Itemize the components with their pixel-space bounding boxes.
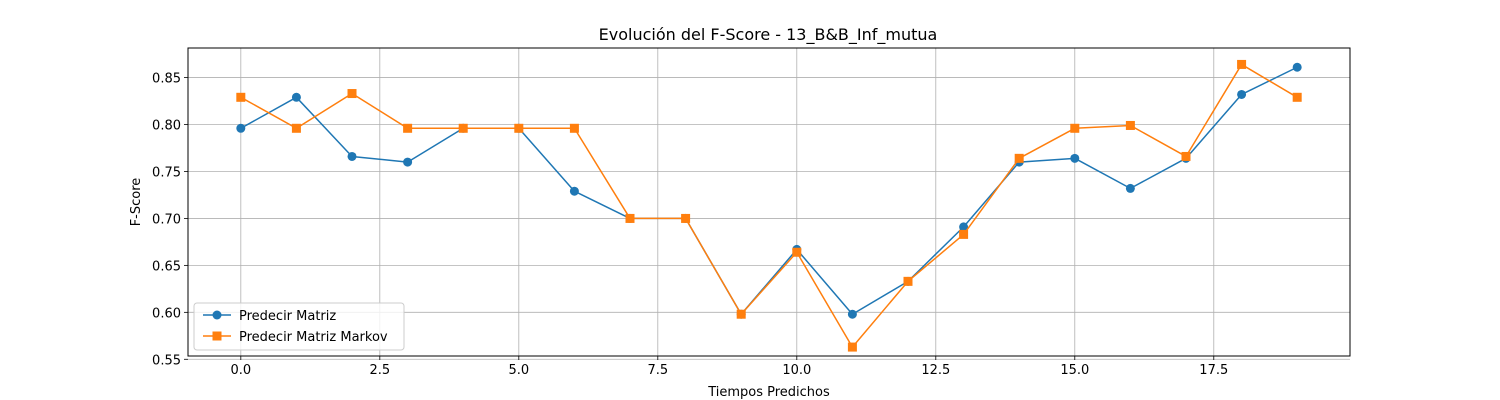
y-tick-label: 0.80 [152, 119, 181, 134]
x-axis-label: Tiempos Predichos [707, 385, 830, 400]
series-layer [236, 59, 1302, 352]
legend-marker-predecir-matriz [212, 310, 222, 320]
data-point-predecir-matriz [236, 123, 246, 133]
data-point-predecir-matriz-markov [1181, 151, 1191, 161]
data-point-predecir-matriz [347, 151, 357, 161]
grid [188, 48, 1350, 360]
data-point-predecir-matriz [847, 309, 857, 319]
data-point-predecir-matriz [959, 222, 969, 232]
x-tick-label: 7.5 [647, 363, 668, 378]
data-point-predecir-matriz-markov [792, 247, 802, 257]
series-predecir-matriz [236, 62, 1302, 319]
data-point-predecir-matriz-markov [625, 213, 635, 223]
data-point-predecir-matriz-markov [514, 123, 524, 133]
data-point-predecir-matriz-markov [903, 276, 913, 286]
chart-title: Evolución del F-Score - 13_B&B_Inf_mutua [599, 25, 938, 45]
x-tick-label: 2.5 [369, 363, 390, 378]
data-point-predecir-matriz-markov [847, 342, 857, 352]
data-point-predecir-matriz [569, 186, 579, 196]
series-line-predecir-matriz [240, 66, 1298, 315]
data-point-predecir-matriz-markov [1014, 153, 1024, 163]
x-tick-label: 12.5 [921, 363, 950, 378]
legend-label-predecir-matriz-markov: Predecir Matriz Markov [239, 330, 388, 345]
x-tick-label: 17.5 [1199, 363, 1228, 378]
data-point-predecir-matriz [1237, 89, 1247, 99]
y-tick-label: 0.75 [152, 165, 181, 180]
data-point-predecir-matriz-markov [1237, 59, 1247, 69]
data-point-predecir-matriz-markov [236, 92, 246, 102]
x-tick-label: 10.0 [782, 363, 811, 378]
data-point-predecir-matriz [1292, 62, 1302, 72]
legend-marker-predecir-matriz-markov [212, 331, 222, 341]
y-tick-label: 0.55 [152, 353, 181, 368]
legend: Predecir Matriz Predecir Matriz Markov [193, 302, 405, 351]
y-tick-label: 0.65 [152, 259, 181, 274]
series-predecir-matriz-markov [236, 59, 1302, 352]
x-tick-label: 15.0 [1060, 363, 1089, 378]
data-point-predecir-matriz-markov [291, 123, 301, 133]
data-point-predecir-matriz-markov [681, 213, 691, 223]
data-point-predecir-matriz-markov [959, 229, 969, 239]
legend-label-predecir-matriz: Predecir Matriz [239, 309, 336, 324]
legend-box [193, 302, 405, 351]
data-point-predecir-matriz-markov [1070, 123, 1080, 133]
data-point-predecir-matriz-markov [1125, 120, 1135, 130]
data-point-predecir-matriz-markov [403, 123, 413, 133]
data-point-predecir-matriz [1125, 183, 1135, 193]
data-point-predecir-matriz-markov [347, 89, 357, 99]
data-point-predecir-matriz-markov [569, 123, 579, 133]
data-point-predecir-matriz-markov [1292, 92, 1302, 102]
data-point-predecir-matriz-markov [736, 309, 746, 319]
data-point-predecir-matriz [403, 157, 413, 167]
y-tick-label: 0.60 [152, 306, 181, 321]
x-tick-label: 0.0 [230, 363, 251, 378]
data-point-predecir-matriz [1070, 153, 1080, 163]
series-line-predecir-matriz-markov [240, 63, 1298, 348]
data-point-predecir-matriz-markov [458, 123, 468, 133]
y-tick-label: 0.70 [152, 212, 181, 227]
y-tick-label: 0.85 [152, 72, 181, 87]
data-point-predecir-matriz [291, 92, 301, 102]
plot-frame [187, 47, 1351, 357]
y-axis-label: F-Score [129, 178, 144, 227]
ticks: 0.0 2.5 5.0 7.5 10.0 12.5 15.0 17.5 0.55 0.60 0.65… [152, 72, 1228, 378]
x-tick-label: 5.0 [508, 363, 529, 378]
